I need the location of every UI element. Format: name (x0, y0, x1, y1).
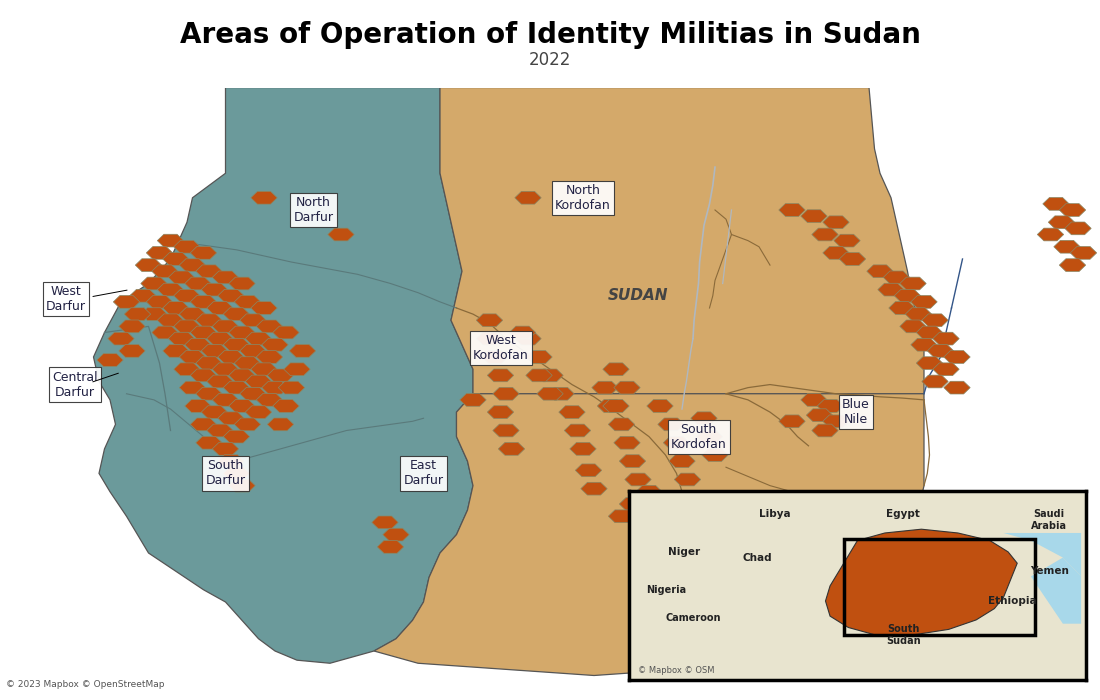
Text: North
Darfur: North Darfur (294, 196, 333, 224)
Polygon shape (1003, 533, 1081, 577)
Text: West
Kordofan: West Kordofan (473, 334, 528, 362)
Text: Yemen: Yemen (1030, 566, 1068, 576)
Text: Libya: Libya (759, 509, 791, 519)
Text: Nigeria: Nigeria (646, 584, 685, 595)
Text: © Mapbox © OSM: © Mapbox © OSM (638, 666, 715, 675)
Polygon shape (825, 529, 1018, 635)
Text: West
Darfur: West Darfur (46, 285, 86, 313)
Text: East
Darfur: East Darfur (404, 459, 443, 487)
Text: Areas of Operation of Identity Militias in Sudan: Areas of Operation of Identity Militias … (179, 21, 921, 49)
Text: Egypt: Egypt (887, 509, 920, 519)
Text: North
Kordofan: North Kordofan (556, 183, 610, 212)
Text: Niger: Niger (668, 547, 700, 557)
Text: Cameroon: Cameroon (666, 613, 720, 623)
Bar (844, 539, 1035, 635)
Polygon shape (94, 88, 473, 664)
Text: SUDAN: SUDAN (607, 288, 669, 303)
Polygon shape (440, 88, 924, 393)
Polygon shape (1031, 557, 1081, 624)
Text: Blue
Nile: Blue Nile (842, 398, 870, 426)
Text: Ethiopia: Ethiopia (988, 596, 1037, 606)
Text: South
Sudan: South Sudan (886, 624, 921, 646)
Text: Central
Darfur: Central Darfur (52, 370, 98, 398)
Polygon shape (374, 393, 924, 676)
Text: Chad: Chad (742, 552, 772, 563)
Text: Saudi
Arabia: Saudi Arabia (1031, 509, 1067, 531)
Text: South
Kordofan: South Kordofan (671, 423, 726, 451)
Text: 2022: 2022 (529, 51, 571, 69)
Text: © 2023 Mapbox © OpenStreetMap: © 2023 Mapbox © OpenStreetMap (6, 680, 164, 689)
Text: Sudan: Sudan (903, 575, 939, 589)
Text: South
Darfur: South Darfur (206, 459, 245, 487)
